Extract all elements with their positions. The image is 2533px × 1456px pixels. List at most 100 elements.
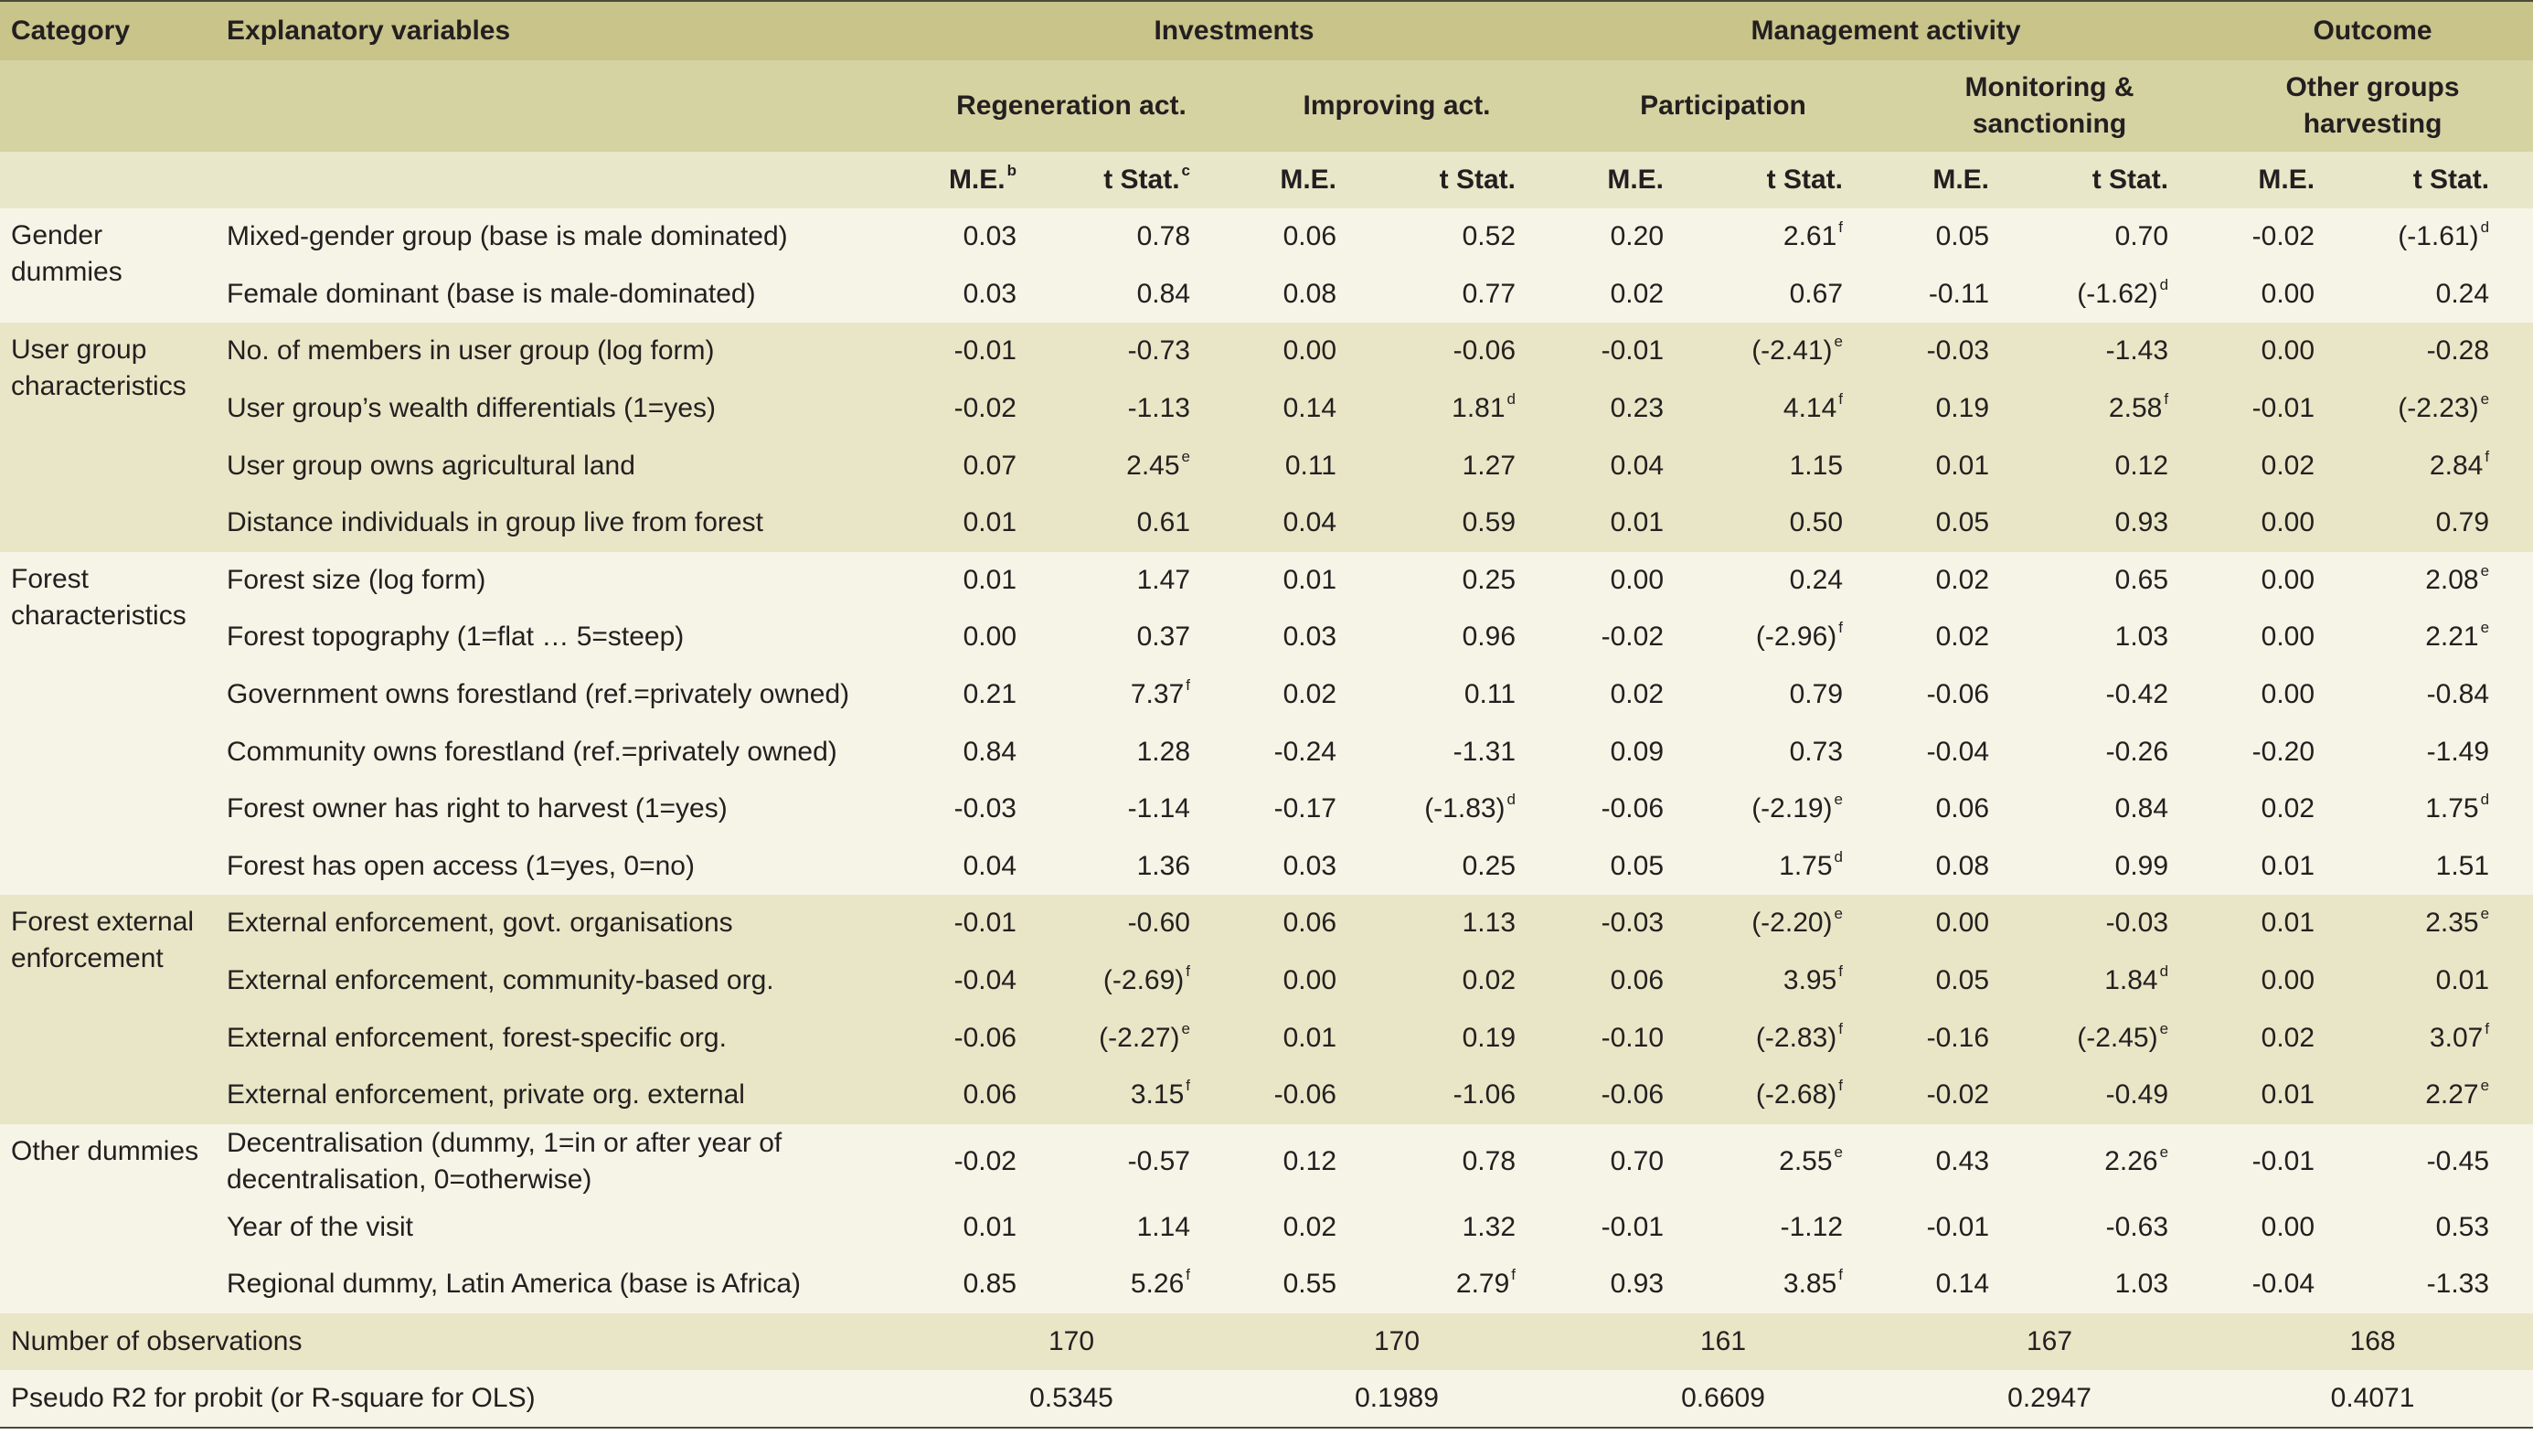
tstat-value: 1.32 (1380, 1198, 1560, 1257)
me-header: M.E. b (909, 152, 1060, 208)
variable-label: Regional dummy, Latin America (base is A… (216, 1256, 909, 1313)
me-value: -0.06 (1234, 1066, 1380, 1124)
me-value: 0.14 (1234, 379, 1380, 438)
tstat-value: (-2.83) f (1708, 1009, 1888, 1067)
me-value: -0.11 (1887, 265, 2034, 324)
table-row: Gender dummies Mixed-gender group (base i… (0, 208, 2533, 324)
significance-marker: f (2485, 447, 2490, 465)
variable-label: User group’s wealth differentials (1=yes… (216, 379, 909, 438)
me-value: 0.02 (1887, 551, 2034, 610)
tstat-value: -1.33 (2358, 1256, 2533, 1313)
tstat-value: 0.84 (1060, 265, 1234, 324)
tstat-value: 0.73 (1708, 723, 1888, 781)
me-value: 0.02 (1234, 1198, 1380, 1257)
me-value: 0.19 (1887, 379, 2034, 438)
tstat-value: -0.45 (2358, 1123, 2533, 1199)
tstat-value: 0.01 (2358, 951, 2533, 1010)
me-value: -0.03 (1559, 895, 1708, 952)
me-value: 0.84 (909, 723, 1060, 781)
me-value: 0.01 (2212, 1066, 2359, 1124)
significance-marker: e (1834, 791, 1844, 809)
me-value: -0.01 (2212, 1123, 2359, 1199)
me-value: 0.05 (1887, 208, 2034, 266)
me-value: 0.00 (2212, 609, 2359, 666)
header-row-stats: M.E. b t Stat. c M.E. t Stat. M.E. t Stat.… (0, 152, 2533, 208)
tstat-value: 2.84 f (2358, 437, 2533, 494)
tstat-value: 3.95 f (1708, 951, 1888, 1010)
significance-marker: e (1181, 447, 1190, 465)
variable-label: External enforcement, forest-specific or… (216, 1009, 909, 1067)
me-value: 0.23 (1559, 379, 1708, 438)
tstat-value: 0.93 (2033, 494, 2213, 552)
me-value: 0.00 (1887, 895, 2034, 952)
tstat-value: (-2.20) e (1708, 895, 1888, 952)
variable-label: Distance individuals in group live from … (216, 494, 909, 552)
me-value: 0.00 (2212, 494, 2359, 552)
tstat-value: 2.79 f (1380, 1256, 1560, 1313)
me-value: -0.10 (1559, 1009, 1708, 1067)
table-row: Forest external enforcement External enfo… (0, 895, 2533, 1124)
explanatory-header: Explanatory variables (216, 0, 909, 60)
me-value: 0.07 (909, 437, 1060, 494)
tstat-value: 1.84 d (2033, 951, 2213, 1010)
me-value: 0.02 (1559, 265, 1708, 324)
me-value: -0.01 (909, 323, 1060, 380)
tstat-value: 1.75 d (2358, 780, 2533, 838)
significance-marker: e (2480, 1077, 2490, 1095)
tstat-value: 0.53 (2358, 1198, 2533, 1257)
me-value: -0.02 (909, 379, 1060, 438)
significance-marker: d (1834, 847, 1844, 866)
me-value: -0.04 (1887, 723, 2034, 781)
me-value: -0.02 (2212, 208, 2359, 266)
me-value: 0.14 (1887, 1256, 2034, 1313)
me-value: 0.02 (1234, 665, 1380, 724)
me-value: -0.06 (909, 1009, 1060, 1067)
table-row: User group owns agricultural land 0.07 2.4… (0, 437, 2533, 494)
me-value: 0.03 (1234, 837, 1380, 896)
tstat-value: (-2.27) e (1060, 1009, 1234, 1067)
me-value: 0.03 (909, 265, 1060, 324)
tstat-value: -0.63 (2033, 1198, 2213, 1257)
significance-marker: e (2159, 1019, 2169, 1037)
me-value: 0.11 (1234, 437, 1380, 494)
tstat-value: -1.49 (2358, 723, 2533, 781)
tstat-value: -0.03 (2033, 895, 2213, 952)
tstat-value: 0.12 (2033, 437, 2213, 494)
me-value: 0.00 (2212, 551, 2359, 610)
significance-marker: d (2480, 218, 2490, 237)
me-value: 0.43 (1887, 1123, 2034, 1199)
me-value: -0.06 (1887, 665, 2034, 724)
table-row: Female dominant (base is male-dominated)… (0, 265, 2533, 324)
tstat-value: (-1.83) d (1380, 780, 1560, 838)
tstat-value: 2.26 e (2033, 1123, 2213, 1199)
me-value: -0.24 (1234, 723, 1380, 781)
me-value: 0.02 (2212, 780, 2359, 838)
me-value: -0.20 (2212, 723, 2359, 781)
tstat-value: 0.25 (1380, 551, 1560, 610)
tstat-value: -0.49 (2033, 1066, 2213, 1124)
significance-marker: e (1834, 1142, 1844, 1161)
tstat-value: 1.28 (1060, 723, 1234, 781)
tstat-value: -1.12 (1708, 1198, 1888, 1257)
tstat-value: 3.85 f (1708, 1256, 1888, 1313)
tstat-value: 0.65 (2033, 551, 2213, 610)
tstat-value: 2.45 e (1060, 437, 1234, 494)
significance-marker: d (2159, 275, 2169, 293)
me-value: -0.02 (909, 1123, 1060, 1199)
significance-marker: f (1186, 1077, 1190, 1095)
tstat-value: (-1.62) d (2033, 265, 2213, 324)
tstat-value: 0.99 (2033, 837, 2213, 896)
tstat-value: 1.15 (1708, 437, 1888, 494)
me-value: -0.01 (1887, 1198, 2034, 1257)
variable-label: External enforcement, private org. exter… (216, 1066, 909, 1124)
tstat-value: -0.60 (1060, 895, 1234, 952)
category-cell: Gender dummies (0, 208, 216, 324)
category-header: Category (0, 0, 216, 60)
tstat-value: -1.43 (2033, 323, 2213, 380)
pseudo-r2-row-value: 0.6609 (1559, 1369, 1888, 1429)
me-value: 0.00 (909, 609, 1060, 666)
table-row: Forest topography (1=flat … 5=steep) 0.00… (0, 609, 2533, 666)
header-row-groups: Category Explanatory variables Investmen… (0, 0, 2533, 60)
observations-row-value: 170 (1234, 1313, 1560, 1370)
tstat-value: 0.84 (2033, 780, 2213, 838)
